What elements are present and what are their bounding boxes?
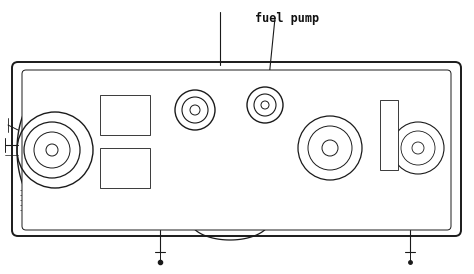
Text: fuel pump: fuel pump — [255, 12, 319, 25]
Bar — [100, 148, 150, 188]
FancyBboxPatch shape — [12, 62, 461, 236]
Bar — [380, 100, 398, 170]
Bar — [100, 95, 150, 135]
FancyBboxPatch shape — [22, 70, 451, 230]
